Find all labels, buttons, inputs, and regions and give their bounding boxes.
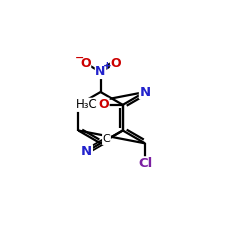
- Text: N: N: [81, 145, 92, 158]
- Text: −: −: [74, 53, 84, 63]
- Text: +: +: [103, 61, 112, 71]
- Text: N: N: [140, 86, 150, 98]
- Text: H₃C: H₃C: [76, 98, 98, 111]
- Text: N: N: [95, 66, 106, 78]
- Text: Cl: Cl: [138, 157, 152, 170]
- Text: C: C: [102, 134, 110, 144]
- Text: O: O: [80, 57, 91, 70]
- Text: O: O: [110, 57, 121, 70]
- Text: O: O: [98, 98, 109, 111]
